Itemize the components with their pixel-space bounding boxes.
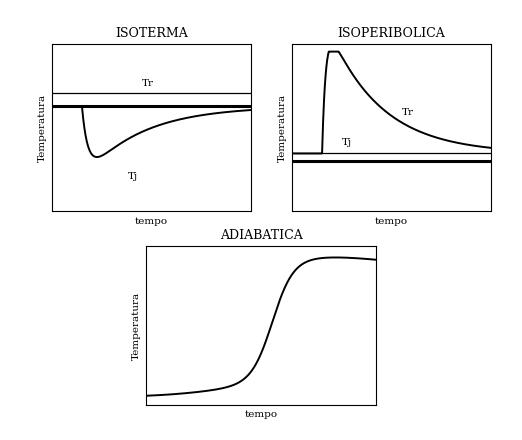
Y-axis label: Temperatura: Temperatura	[278, 94, 287, 161]
Title: ISOTERMA: ISOTERMA	[115, 27, 188, 40]
Text: Tj: Tj	[127, 172, 138, 181]
Y-axis label: Temperatura: Temperatura	[38, 94, 46, 161]
Title: ADIABATICA: ADIABATICA	[220, 229, 302, 242]
Text: Tj: Tj	[342, 138, 352, 147]
Text: Tr: Tr	[141, 79, 153, 88]
Y-axis label: Temperatura: Temperatura	[132, 292, 140, 359]
X-axis label: tempo: tempo	[244, 411, 278, 419]
X-axis label: tempo: tempo	[375, 217, 408, 226]
Text: Tr: Tr	[401, 108, 413, 117]
X-axis label: tempo: tempo	[135, 217, 168, 226]
Title: ISOPERIBOLICA: ISOPERIBOLICA	[338, 27, 445, 40]
